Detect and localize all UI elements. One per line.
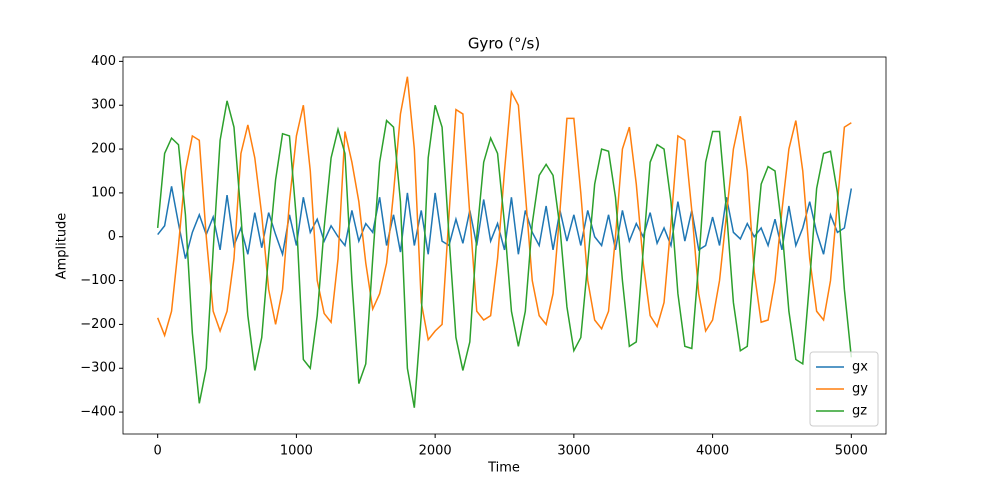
x-tick-label: 4000 <box>696 444 729 459</box>
plot-frame <box>122 56 887 435</box>
legend-label: gz <box>852 404 867 419</box>
legend-label: gx <box>852 360 868 375</box>
y-tick-label: 100 <box>91 185 116 200</box>
y-tick-label: −100 <box>80 273 116 288</box>
series-line <box>156 100 853 408</box>
y-tick-label: −300 <box>80 361 116 376</box>
y-tick-label: 0 <box>108 229 116 244</box>
y-tick-label: −200 <box>80 317 116 332</box>
x-tick-label: 1000 <box>280 444 313 459</box>
chart-title: Gyro (°/s) <box>468 35 540 53</box>
x-axis-label: Time <box>487 461 520 476</box>
series-line <box>156 76 852 342</box>
y-tick-label: 400 <box>91 54 116 69</box>
x-tick-label: 0 <box>154 444 162 459</box>
x-tick-label: 3000 <box>557 444 590 459</box>
y-tick-label: 200 <box>91 142 116 157</box>
series-line <box>157 186 853 259</box>
x-tick-label: 5000 <box>835 444 868 459</box>
y-tick-label: −400 <box>80 405 116 420</box>
y-axis-label: Amplitude <box>55 213 70 280</box>
legend-label: gy <box>852 382 868 397</box>
y-tick-label: 300 <box>91 98 116 113</box>
x-tick-label: 2000 <box>419 444 452 459</box>
